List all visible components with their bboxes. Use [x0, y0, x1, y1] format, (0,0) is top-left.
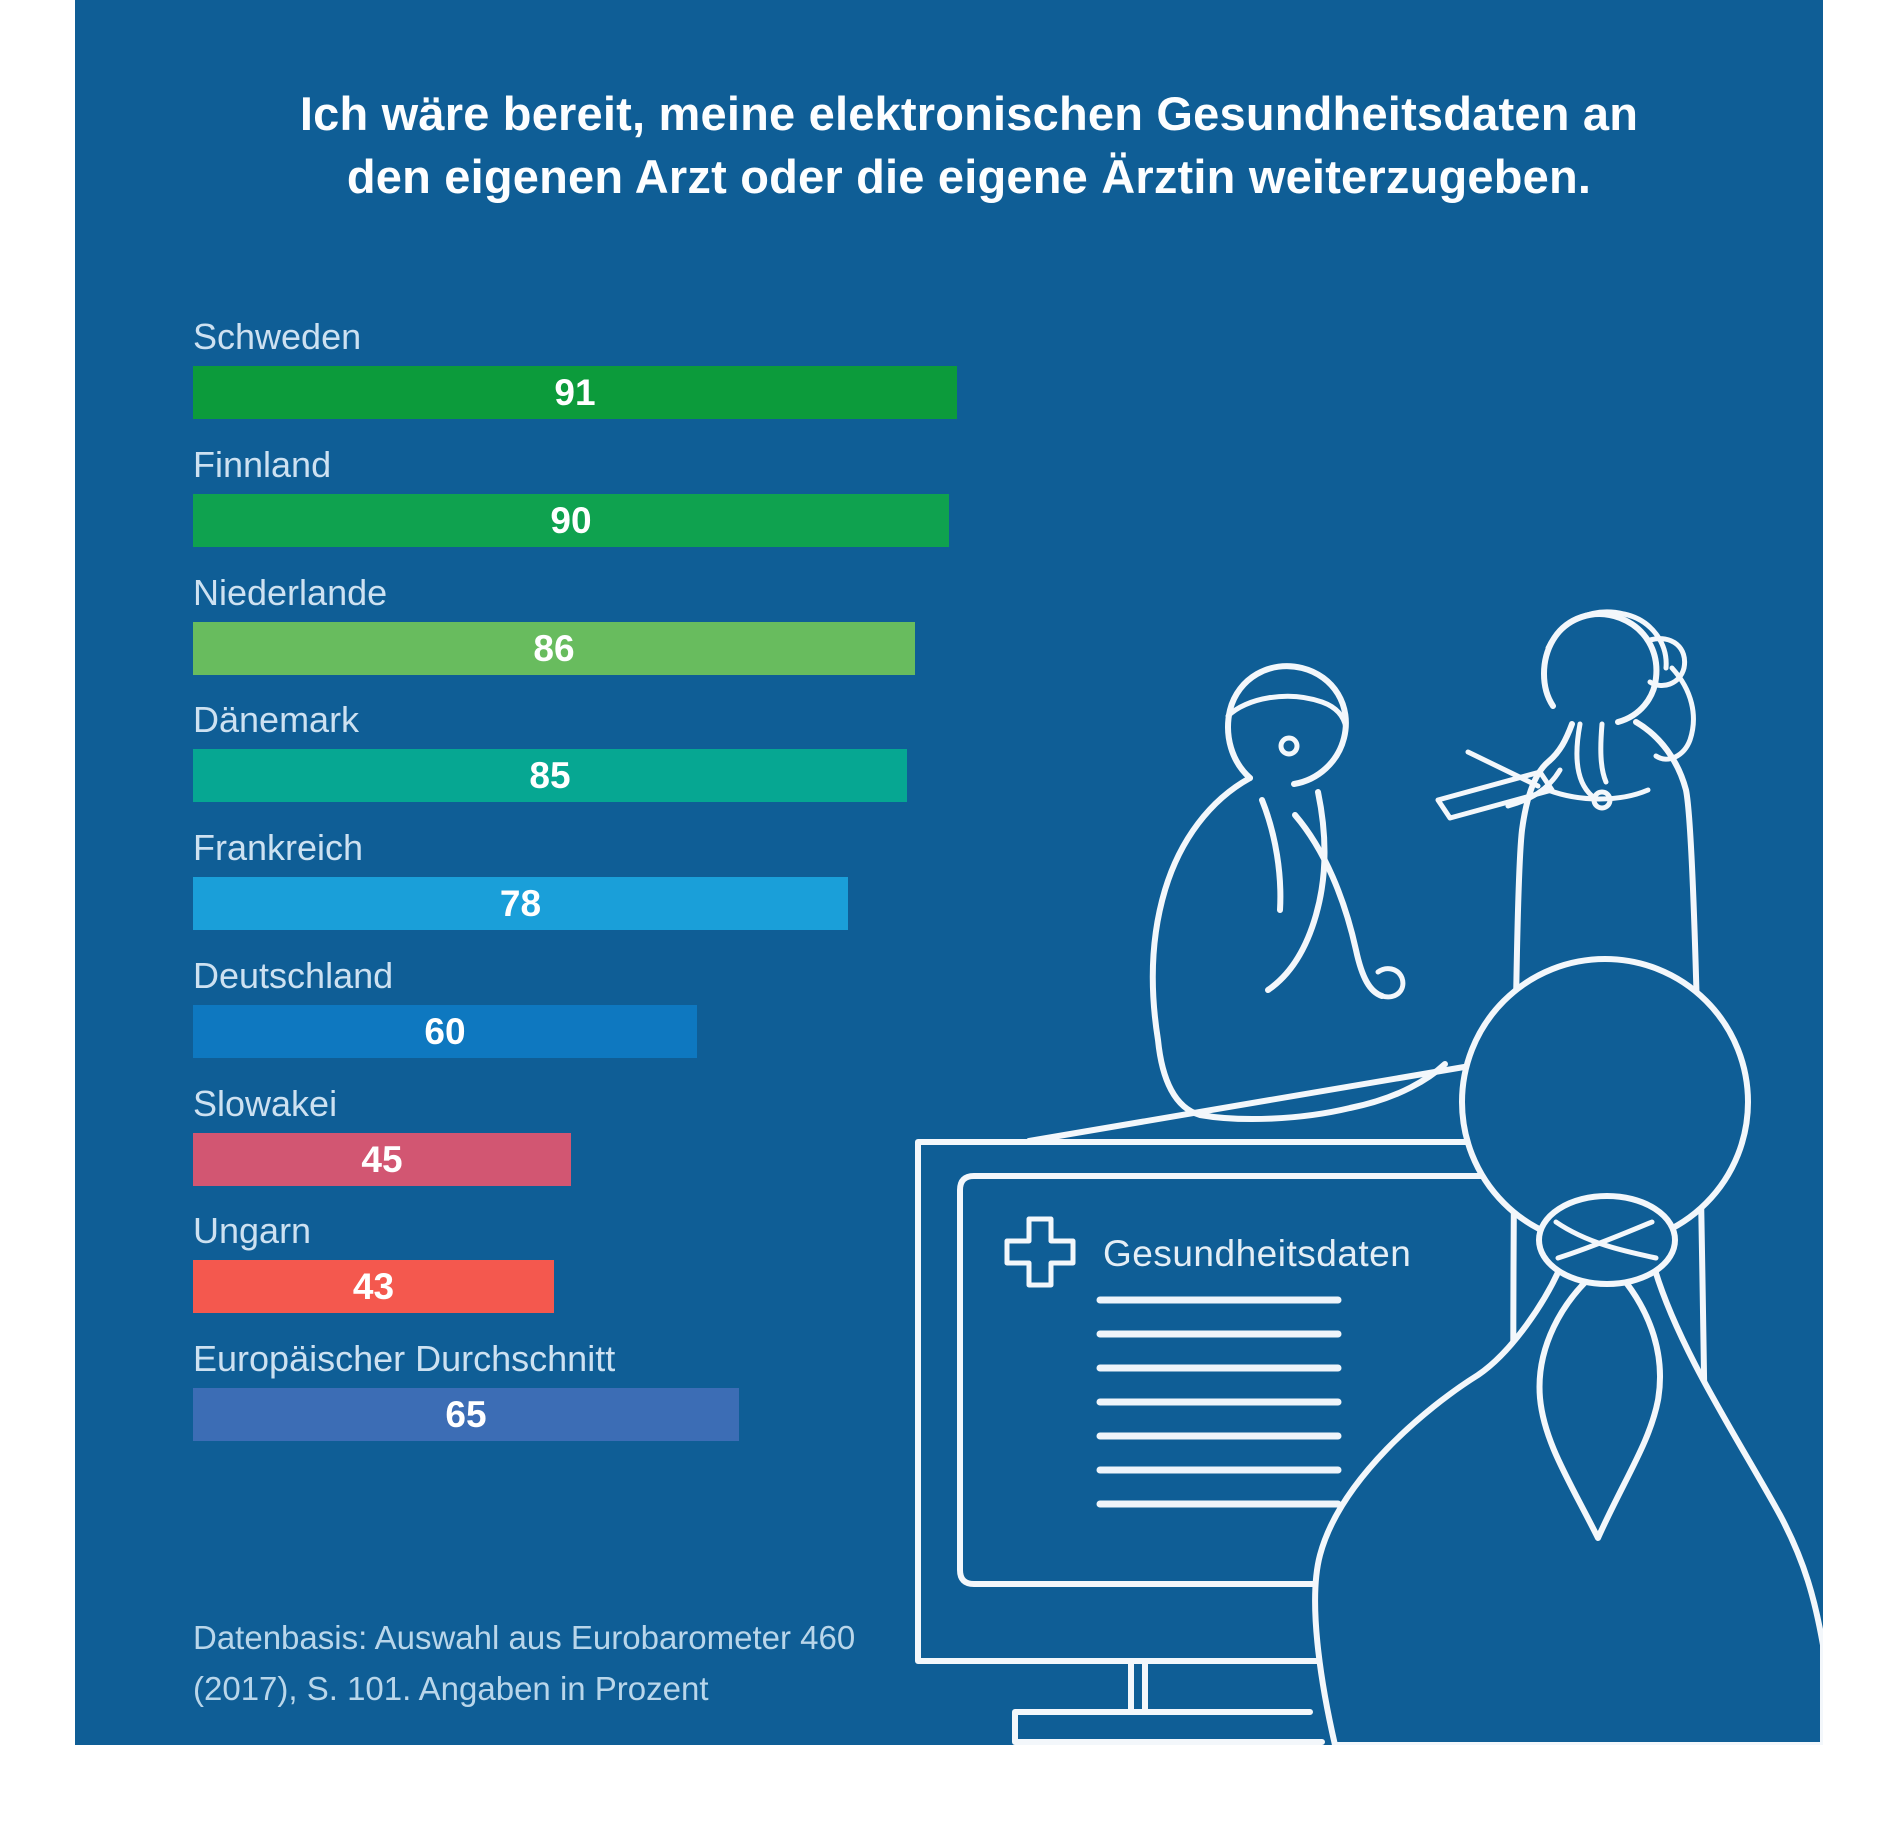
source-footnote-line1: Datenbasis: Auswahl aus Eurobarometer 46…: [193, 1619, 856, 1656]
pen: [1465, 749, 1541, 789]
medical-cross-icon: [1004, 1216, 1076, 1288]
monitor-text-lines: [1096, 1296, 1342, 1508]
chart-title: Ich wäre bereit, meine elektronischen Ge…: [185, 82, 1753, 209]
doctors-patient-illustration: Gesundheitsdaten: [915, 609, 1823, 1745]
bar: 60: [193, 1005, 697, 1058]
bar: 86: [193, 622, 915, 675]
patient-braid: [1536, 1259, 1663, 1541]
patient-back-view: [1312, 956, 1823, 1745]
monitor-stand: [1012, 1658, 1325, 1745]
bar: 85: [193, 749, 907, 802]
monitor-screen-border: [957, 1173, 1503, 1587]
bar: 45: [193, 1133, 571, 1186]
health-data-monitor: Gesundheitsdaten: [915, 1139, 1563, 1745]
monitor-outer-frame: [915, 1139, 1563, 1664]
bar-value: 78: [499, 882, 542, 924]
bar: 78: [193, 877, 848, 930]
chart-title-line2: den eigenen Arzt oder die eigene Ärztin …: [346, 150, 1592, 204]
standing-doctor-ponytail: [1647, 636, 1696, 762]
bar: 90: [193, 494, 949, 547]
exam-table-line: [1026, 1063, 1473, 1144]
category-label: Ungarn: [193, 1210, 312, 1251]
category-label: Frankreich: [193, 827, 364, 868]
monitor-label: Gesundheitsdaten: [1103, 1233, 1411, 1274]
bar-value: 90: [550, 499, 592, 541]
bar: 43: [193, 1260, 554, 1313]
blue-panel: Ich wäre bereit, meine elektronischen Ge…: [75, 0, 1823, 1745]
category-label: Finnland: [193, 444, 332, 485]
bar-value: 86: [533, 627, 575, 669]
category-label: Europäischer Durchschnitt: [193, 1338, 616, 1379]
source-footnote: Datenbasis: Auswahl aus Eurobarometer 46…: [193, 1612, 855, 1714]
sitting-doctor-head: [1225, 663, 1349, 787]
standing-doctor-head: [1541, 611, 1660, 725]
bar-chart: Schweden 91 Finnland 90 Niederlande 86 Dänemar…: [193, 0, 1093, 1500]
patient-shoulders: [1312, 1265, 1823, 1745]
category-label: Dänemark: [193, 699, 360, 740]
sitting-doctor: [1149, 663, 1448, 1123]
chart-title-line1: Ich wäre bereit, meine elektronischen Ge…: [299, 87, 1639, 140]
bar: 91: [193, 366, 957, 419]
source-footnote-line2: (2017), S. 101. Angaben in Prozent: [193, 1670, 709, 1708]
bar-value: 45: [361, 1138, 403, 1180]
stethoscope: [1574, 721, 1609, 799]
category-label: Niederlande: [193, 572, 388, 613]
bar-value: 91: [554, 371, 596, 413]
bar-value: 65: [445, 1393, 487, 1435]
category-label: Slowakei: [193, 1083, 338, 1124]
bar-value: 60: [424, 1010, 466, 1052]
category-label: Deutschland: [193, 955, 394, 996]
bar-value: 43: [352, 1265, 395, 1307]
category-label: Schweden: [193, 316, 362, 357]
bar-value: 85: [529, 754, 571, 796]
bar: 65: [193, 1388, 739, 1441]
